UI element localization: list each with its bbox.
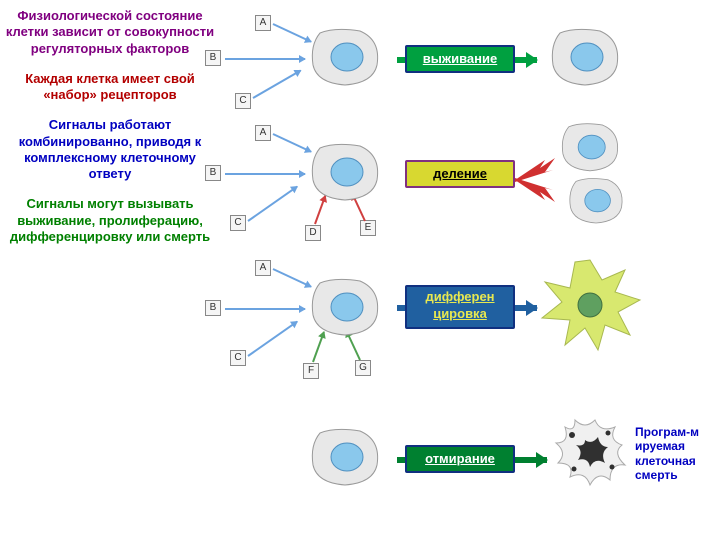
label-B2: B [205,165,221,181]
label-C3: C [230,350,246,366]
left-text-block: Физиологической состояние клетки зависит… [5,8,215,259]
label-F3: F [303,363,319,379]
arrow-C3 [247,321,297,357]
btn-survive: выживание [405,45,515,73]
side-l4: смерть [635,468,678,482]
arrow-C2 [247,186,297,222]
btn-diff-l1: дифферен [425,289,494,304]
label-A2: A [255,125,271,141]
para-3: Сигналы работают комбинированно, приводя… [5,117,215,182]
cell-2b1 [555,120,625,175]
label-A3: A [255,260,271,276]
btn-diff: дифферен цировка [405,285,515,329]
arrow-B3 [225,308,305,310]
para-2: Каждая клетка имеет свой «набор» рецепто… [5,71,215,104]
cell-2b2 [563,175,629,227]
label-C: C [235,93,251,109]
side-l2: ируемая [635,439,685,453]
para-4: Сигналы могут вызывать выживание, пролиф… [5,196,215,245]
label-B3: B [205,300,221,316]
btn-divide: деление [405,160,515,188]
cell-2 [305,140,385,205]
arrow-B1 [225,58,305,60]
btn-diff-l2: цировка [433,306,487,321]
row-die: отмирание Програм-м ируемая клеточная см… [225,405,715,525]
row-diff: A B C F G дифферен цировка [225,255,715,375]
cell-dead [550,415,630,490]
side-text: Програм-м ируемая клеточная смерть [635,425,699,483]
para-1: Физиологической состояние клетки зависит… [5,8,215,57]
btn-die: отмирание [405,445,515,473]
cell-4 [305,425,385,490]
label-C2: C [230,215,246,231]
cell-3 [305,275,385,340]
row-survive: A B C выживание [225,5,715,125]
label-D2: D [305,225,321,241]
arrow-C1 [253,70,302,99]
label-A: A [255,15,271,31]
cell-1b [545,25,625,90]
side-l1: Програм-м [635,425,699,439]
side-l3: клеточная [635,454,696,468]
cell-1 [305,25,385,90]
label-G3: G [355,360,371,376]
label-B: B [205,50,221,66]
arrow-B2 [225,173,305,175]
label-E2: E [360,220,376,236]
row-divide: A B C D E деление [225,120,715,240]
diagram-area: A B C выживание A B C D E деление [225,5,715,535]
cell-diff [530,250,650,360]
